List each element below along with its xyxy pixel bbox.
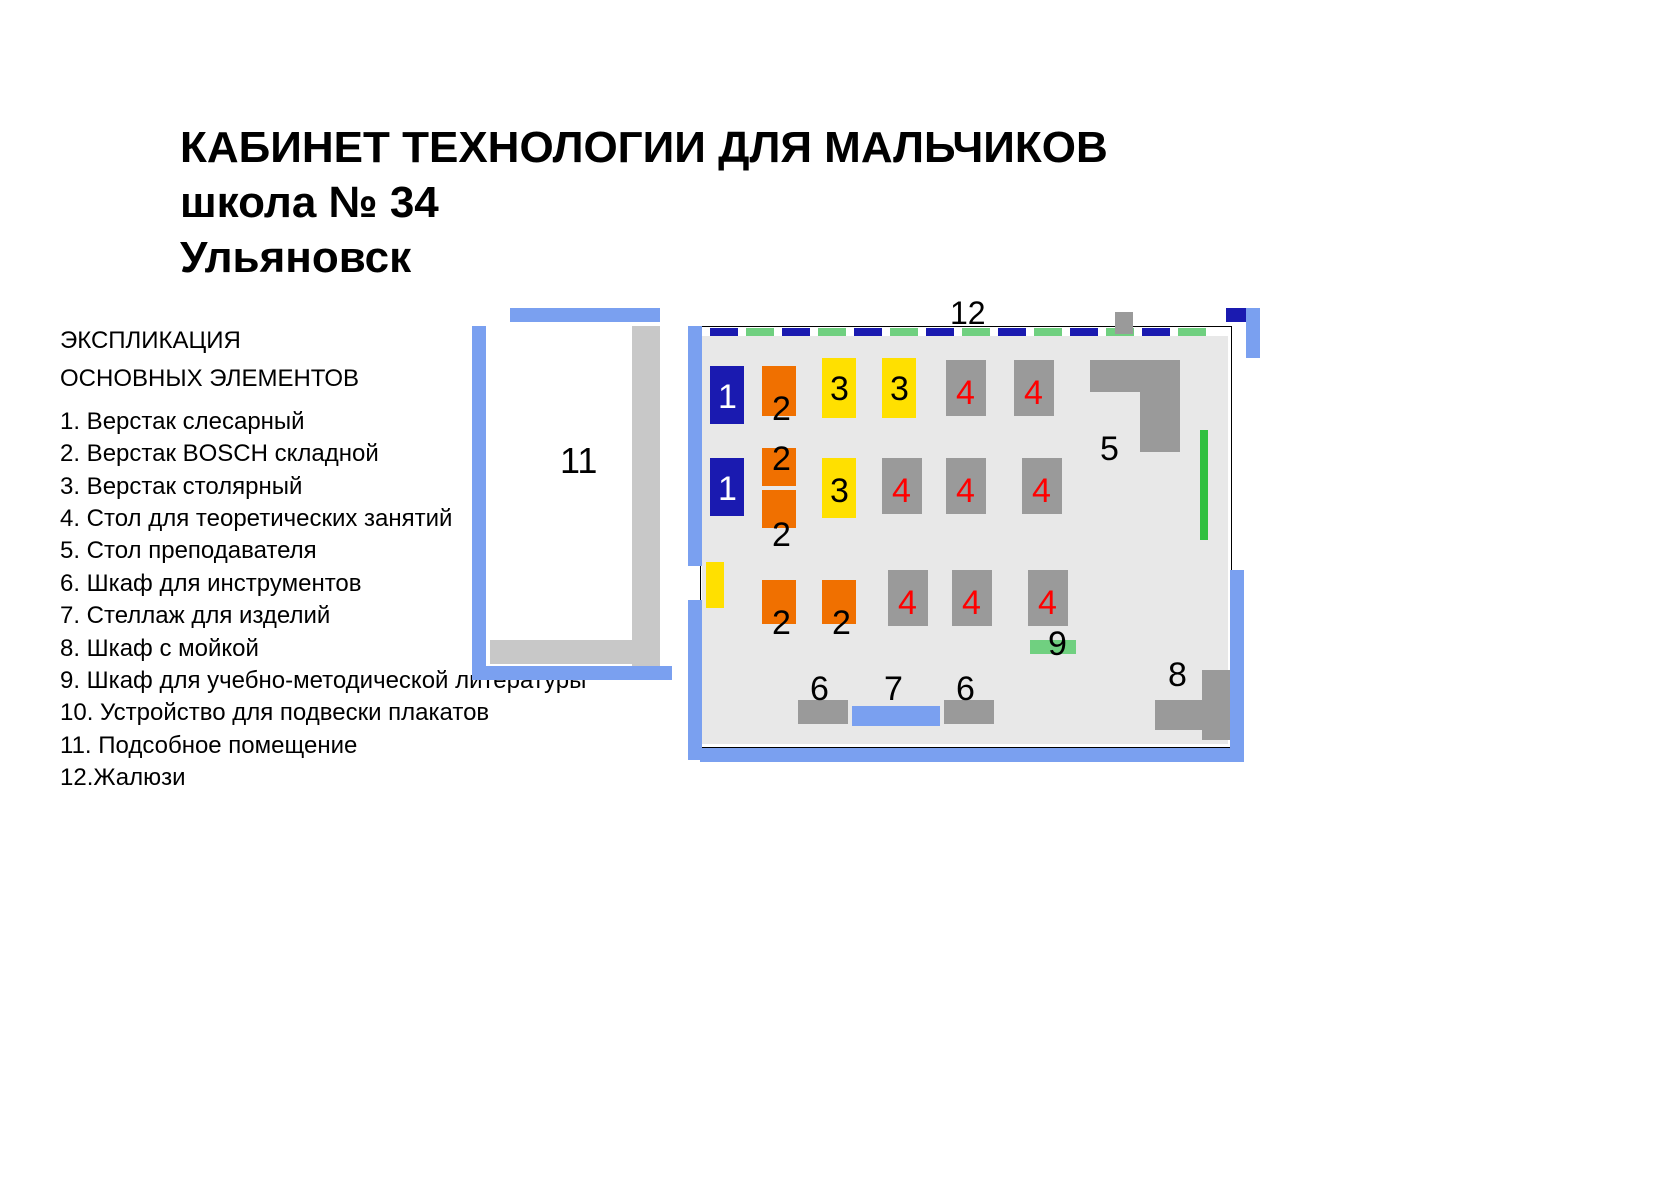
page-title: КАБИНЕТ ТЕХНОЛОГИИ ДЛЯ МАЛЬЧИКОВ школа №… bbox=[180, 120, 1108, 285]
blinds-seg bbox=[962, 328, 990, 336]
item-label: 8 bbox=[1168, 656, 1187, 695]
furniture bbox=[852, 706, 940, 726]
legend-item: 5. Стол преподавателя bbox=[60, 535, 586, 567]
legend: ЭКСПЛИКАЦИЯ ОСНОВНЫХ ЭЛЕМЕНТОВ 1. Верста… bbox=[60, 325, 586, 794]
item-label: 5 bbox=[1100, 430, 1119, 469]
item-label: 6 bbox=[956, 670, 975, 709]
furniture bbox=[1090, 360, 1180, 392]
item-label: 3 bbox=[830, 472, 849, 511]
item-label: 4 bbox=[898, 584, 917, 623]
item-label: 1 bbox=[718, 470, 737, 509]
legend-item: 11. Подсобное помещение bbox=[60, 730, 586, 762]
item-label: 2 bbox=[772, 516, 791, 555]
top-notch bbox=[1115, 312, 1133, 334]
furniture bbox=[1140, 392, 1180, 452]
item-label: 3 bbox=[830, 370, 849, 409]
item-label: 9 bbox=[1048, 625, 1067, 664]
item-label: 2 bbox=[832, 604, 851, 643]
item-label: 3 bbox=[890, 370, 909, 409]
item-label: 2 bbox=[772, 390, 791, 429]
blinds-seg bbox=[1070, 328, 1098, 336]
legend-item: 4. Стол для теоретических занятий bbox=[60, 503, 586, 535]
item-label: 6 bbox=[810, 670, 829, 709]
blinds-seg bbox=[1034, 328, 1062, 336]
blinds-seg bbox=[890, 328, 918, 336]
blinds-seg bbox=[854, 328, 882, 336]
blinds-seg bbox=[782, 328, 810, 336]
legend-item: 10. Устройство для подвески плакатов bbox=[60, 697, 586, 729]
item-label: 4 bbox=[956, 472, 975, 511]
item-label: 4 bbox=[892, 472, 911, 511]
aux-bot bbox=[472, 666, 672, 680]
legend-heading-2: ОСНОВНЫХ ЭЛЕМЕНТОВ bbox=[60, 363, 586, 395]
legend-item: 2. Верстак BOSCH складной bbox=[60, 438, 586, 470]
legend-heading-1: ЭКСПЛИКАЦИЯ bbox=[60, 325, 586, 357]
title-line-3: Ульяновск bbox=[180, 230, 1108, 285]
wall-left-bot bbox=[688, 600, 702, 760]
legend-list: 1. Верстак слесарный2. Верстак BOSCH скл… bbox=[60, 406, 586, 795]
wall-right-top bbox=[1246, 308, 1260, 358]
title-line-1: КАБИНЕТ ТЕХНОЛОГИИ ДЛЯ МАЛЬЧИКОВ bbox=[180, 120, 1108, 175]
blinds-seg bbox=[746, 328, 774, 336]
corner-box2 bbox=[1155, 700, 1215, 730]
title-line-2: школа № 34 bbox=[180, 175, 1108, 230]
item-label: 1 bbox=[718, 378, 737, 417]
item-label: 2 bbox=[772, 604, 791, 643]
wall-right-bot bbox=[1230, 570, 1244, 762]
wall-left-top bbox=[688, 326, 702, 566]
blinds-seg bbox=[710, 328, 738, 336]
furniture bbox=[706, 562, 724, 608]
label-11: 11 bbox=[560, 440, 597, 482]
item-label: 2 bbox=[772, 440, 791, 479]
aux-left bbox=[472, 326, 486, 671]
legend-item: 3. Верстак столярный bbox=[60, 471, 586, 503]
aux-top bbox=[510, 308, 660, 322]
item-label: 4 bbox=[1032, 472, 1051, 511]
legend-item: 1. Верстак слесарный bbox=[60, 406, 586, 438]
legend-item: 12.Жалюзи bbox=[60, 762, 586, 794]
legend-item: 6. Шкаф для инструментов bbox=[60, 568, 586, 600]
legend-item: 7. Стеллаж для изделий bbox=[60, 600, 586, 632]
blinds-seg bbox=[1178, 328, 1206, 336]
furniture bbox=[1200, 430, 1208, 540]
item-label: 4 bbox=[1024, 374, 1043, 413]
item-label: 4 bbox=[962, 584, 981, 623]
page: КАБИНЕТ ТЕХНОЛОГИИ ДЛЯ МАЛЬЧИКОВ школа №… bbox=[0, 0, 1680, 1187]
blinds-seg bbox=[1142, 328, 1170, 336]
item-label: 4 bbox=[1038, 584, 1057, 623]
blinds-seg bbox=[998, 328, 1026, 336]
item-label: 4 bbox=[956, 374, 975, 413]
item-label: 7 bbox=[884, 670, 903, 709]
aux-wall-right bbox=[632, 326, 660, 671]
blinds-seg bbox=[818, 328, 846, 336]
wall-bottom bbox=[700, 748, 1230, 762]
aux-wall-bottom bbox=[490, 640, 660, 664]
blinds-seg bbox=[926, 328, 954, 336]
